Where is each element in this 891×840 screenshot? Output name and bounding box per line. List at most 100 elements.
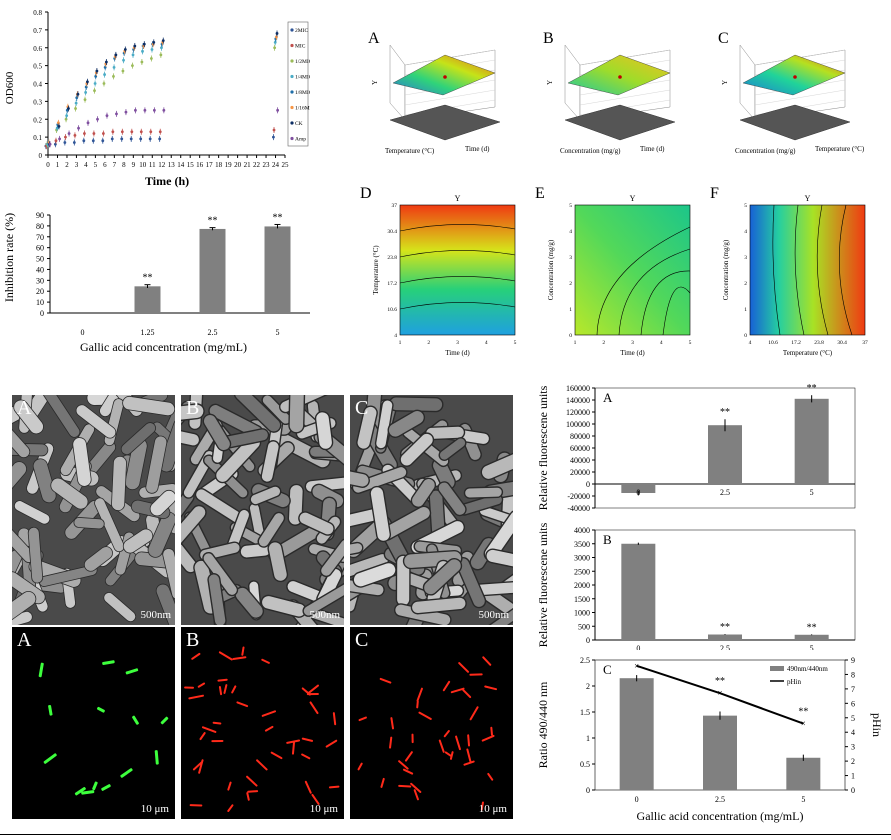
fluor-cell: [389, 736, 393, 749]
bar-ytick-label: 1500: [574, 595, 590, 604]
fluor-cell: [256, 759, 268, 771]
ratio-bar: [703, 715, 737, 790]
fluor-cell: [189, 804, 203, 807]
growth-legend-marker: [290, 28, 294, 32]
growth-point-MIC: [83, 132, 86, 135]
bar-ytick-label: 3500: [574, 540, 590, 549]
fluor-cell: [92, 781, 98, 791]
sem-cell: [302, 579, 344, 617]
inhibition-ylabel: Inhibition rate (%): [2, 212, 17, 303]
bar-rect: [621, 543, 656, 640]
contour-xlabel: Time (d): [620, 349, 645, 357]
surface-zlabel: Time (d): [465, 145, 490, 153]
fluor-cell: [487, 772, 494, 781]
contour-xtick-label: 3: [631, 340, 634, 346]
fluor-scale-b: 10 μm: [309, 803, 338, 815]
bar-sig-label: **: [807, 622, 817, 633]
growth-point-MIC: [272, 128, 276, 132]
fluor-cell: [212, 721, 222, 725]
growth-point-MIC: [54, 139, 58, 143]
surface-floor: [739, 104, 851, 141]
fluor-image-b: B 10 μm: [181, 627, 344, 819]
bar-ytick-label: 0: [586, 636, 590, 645]
surface-center-point: [443, 75, 447, 79]
contour-line: [816, 204, 829, 336]
contour-ytick-label: 37: [392, 203, 398, 209]
sem-cell: [399, 432, 435, 467]
fluor-cell: [286, 739, 301, 744]
inhib-xtick-label: 2.5: [208, 328, 218, 337]
growth-point-1/2MIC: [131, 64, 134, 68]
sem-cell: [32, 458, 57, 504]
growth-xtick-label: 9: [132, 161, 136, 169]
fluor-cell: [291, 741, 296, 755]
bar-ylabel: Relative fluorescene units: [536, 385, 550, 510]
sem-cell: [369, 485, 392, 543]
growth-xlabel: Time (h): [145, 174, 190, 188]
growth-legend-1/2MIC: 1/2MIC: [295, 59, 310, 65]
growth-xtick-label: 6: [103, 161, 107, 169]
growth-point-MIC: [149, 130, 153, 134]
growth-xtick-label: 12: [158, 161, 166, 169]
inhib-ytick-label: 80: [36, 222, 44, 231]
growth-legend-Amp: Amp: [295, 137, 306, 143]
contour-xtick-label: 1: [574, 340, 577, 346]
growth-point-MIC: [139, 130, 143, 134]
surface-row: A Y Temperature (°C) Time (d) B Y Concentratio…: [355, 25, 885, 165]
bar-ylabel: Relative fluorescene units: [536, 522, 550, 647]
fluor-cell: [232, 656, 247, 661]
contour-xtick-label: 4: [485, 340, 488, 346]
growth-point-Amp: [48, 142, 52, 146]
bar-xtick-label: 5: [810, 644, 814, 650]
contour-line: [662, 286, 691, 336]
sem-scale-c: 500nm: [478, 609, 509, 621]
contour-line: [794, 204, 805, 336]
contour-fill: [574, 204, 691, 336]
bar-xtick-label: 5: [810, 488, 814, 497]
surface-xlabel: Temperature (°C): [385, 147, 435, 155]
surface-plot-B: B Y Concentration (mg/g) Time (d): [543, 30, 676, 155]
growth-xtick-label: 15: [187, 161, 195, 169]
phin-marker: ×: [717, 688, 722, 698]
sem-cell: [149, 489, 175, 517]
growth-legend-marker: [290, 90, 294, 94]
surface-plot-A: A Y Temperature (°C) Time (d): [368, 30, 501, 155]
fluor-cell: [120, 768, 133, 778]
fluor-cell: [246, 792, 250, 801]
surface-mesh: [392, 54, 496, 96]
ratio-y2tick-label: 2: [851, 757, 855, 766]
contour-ytick-label: 2: [744, 281, 747, 287]
fluor-cell: [132, 715, 139, 725]
sem-cell: [155, 583, 175, 625]
growth-point-Amp: [152, 108, 156, 112]
contour-fill: [399, 204, 516, 336]
bar-rect: [708, 634, 742, 640]
fluor-chart-a: -40000 -20000 0 20000 40000 60000 80000 100000 1…: [536, 383, 856, 513]
growth-xtick-label: 1: [56, 161, 60, 169]
fluor-cell: [192, 761, 203, 771]
bar-letter: B: [603, 532, 612, 547]
sem-scale-b: 500nm: [309, 609, 340, 621]
fluor-cell: [154, 750, 159, 765]
growth-ytick-label: 0.1: [33, 134, 42, 142]
fluor-cell: [38, 662, 44, 678]
ratio-y2tick-label: 7: [851, 685, 855, 694]
growth-point-MIC: [111, 130, 115, 134]
fluor-cell: [188, 694, 204, 700]
contour-line: [772, 204, 781, 336]
bar-sig-label: **: [720, 407, 730, 418]
sem-cell: [111, 455, 127, 511]
fluor-cell: [463, 760, 475, 766]
fluor-cell: [96, 706, 105, 713]
sem-cell: [120, 422, 157, 456]
sem-cell: [12, 461, 27, 503]
growth-point-1/2MIC: [140, 60, 144, 64]
surface-ylabel: Y: [546, 80, 554, 85]
sem-cell: [122, 395, 175, 417]
bar-rect: [621, 484, 656, 493]
growth-legend-marker: [290, 121, 294, 125]
sem-cell: [249, 485, 282, 506]
inhib-ytick-label: 70: [36, 233, 44, 242]
growth-ytick-label: 0.3: [33, 98, 42, 106]
